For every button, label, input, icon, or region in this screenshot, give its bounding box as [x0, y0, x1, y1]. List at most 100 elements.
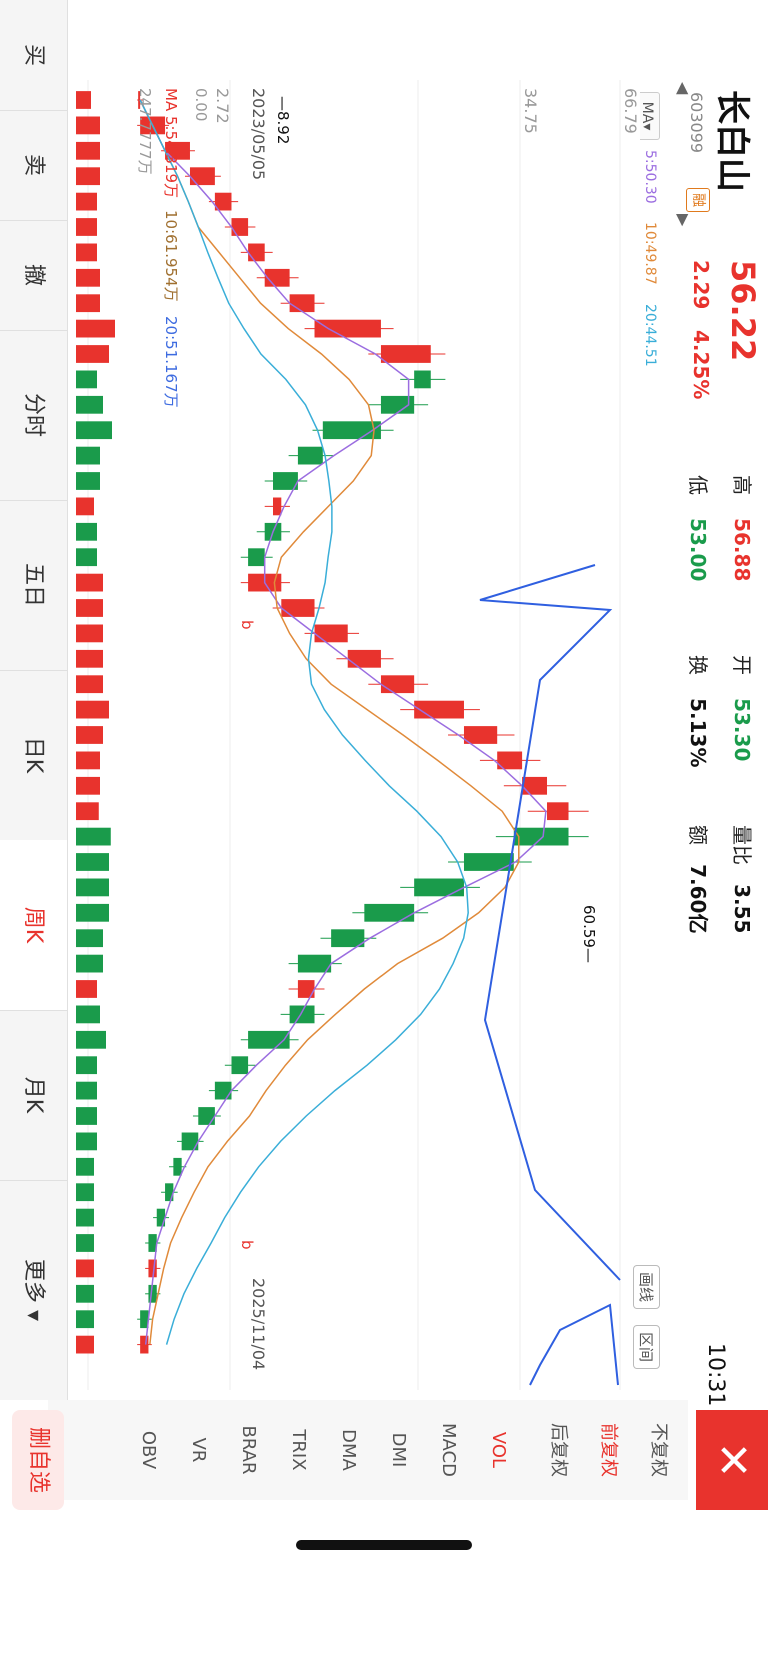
volume-bar	[76, 751, 100, 770]
volume-bar	[76, 980, 97, 998]
last-price: 56.22	[724, 260, 762, 362]
option-obv[interactable]: OBV	[138, 1430, 159, 1470]
tab-intraday[interactable]: 分时	[0, 330, 67, 501]
candle-body	[214, 1081, 232, 1100]
ma20-value: 20:44.51	[642, 304, 658, 367]
volume-bar	[76, 446, 100, 465]
volume-ma20: 20:51.167万	[162, 316, 180, 408]
draw-line-button[interactable]: 画线	[633, 1265, 660, 1310]
volume-bar	[76, 700, 109, 719]
option-dmi[interactable]: DMI	[388, 1432, 409, 1468]
candle-body	[189, 167, 215, 186]
candle-body	[181, 1132, 199, 1151]
volume-bar	[76, 91, 91, 109]
volume-bar	[76, 1335, 94, 1354]
volume-chart[interactable]	[76, 80, 138, 1390]
candle-body	[281, 599, 315, 617]
indicator-panel: 不复权 前复权 后复权 VOL MACD DMI DMA TRIX BRAR V…	[48, 1400, 688, 1500]
next-stock-icon[interactable]: ▶	[674, 214, 693, 227]
tab-monthly-k[interactable]: 月K	[0, 1010, 67, 1181]
volume-bottom: 247.7777万	[136, 88, 154, 175]
more-button[interactable]: 更多 ▾	[21, 1258, 46, 1322]
candle-body	[463, 853, 514, 871]
volume-bar	[76, 954, 103, 973]
candle-body	[414, 370, 431, 389]
volume-bar	[76, 268, 100, 287]
option-macd[interactable]: MACD	[438, 1423, 459, 1477]
option-vol[interactable]: VOL	[488, 1431, 509, 1469]
volume-ma5: MA 5:54.319万	[162, 88, 180, 199]
candle-body	[214, 192, 232, 211]
candle-body	[173, 1157, 182, 1176]
candle-body	[463, 726, 498, 744]
ma20-line	[139, 99, 469, 1345]
home-indicator	[296, 1540, 472, 1550]
quote-header: ◀ 长白山 603099 融 ▶ 56.22 2.29 4.25% 高 56.8…	[668, 0, 768, 1406]
price-change-pct: 4.25%	[689, 330, 713, 400]
high-marker: 60.59—	[580, 905, 598, 963]
margin-badge: 融	[686, 188, 710, 212]
candle-body	[497, 751, 523, 770]
stock-name: 长白山	[712, 90, 752, 192]
interval-button[interactable]: 区间	[633, 1325, 660, 1370]
option-trix[interactable]: TRIX	[288, 1429, 309, 1471]
buy-button[interactable]: 买	[0, 0, 67, 111]
ma5-line	[139, 99, 547, 1345]
option-brar[interactable]: BRAR	[238, 1425, 259, 1475]
close-icon[interactable]: ✕	[696, 1410, 768, 1510]
option-no-adjust[interactable]: 不复权	[648, 1423, 669, 1477]
candle-body	[297, 446, 323, 465]
cancel-order-button[interactable]: 撤	[0, 220, 67, 331]
stat-open: 开 53.30	[730, 655, 754, 762]
y-axis-mid: 34.75	[521, 88, 540, 134]
candle-body	[331, 929, 365, 948]
stat-high: 高 56.88	[730, 475, 754, 582]
sell-button[interactable]: 卖	[0, 110, 67, 221]
candle-body	[148, 1234, 157, 1252]
clock-time: 10:31	[703, 1343, 728, 1407]
candle-body	[297, 980, 315, 998]
bottom-nav: 买 卖 撤 分时 五日 日K 周K 月K 更多 ▾	[0, 0, 68, 1400]
option-dma[interactable]: DMA	[338, 1429, 359, 1471]
candle-body	[314, 624, 348, 643]
option-forward-adjust[interactable]: 前复权	[598, 1423, 619, 1477]
candle-body	[380, 395, 415, 414]
volume-bar	[76, 1310, 94, 1329]
volume-bar	[76, 192, 97, 211]
ma10-value: 10:49.87	[642, 222, 658, 285]
y-axis-bottom: 2.72	[213, 88, 232, 124]
candle-body	[273, 497, 282, 516]
volume-bar	[76, 345, 109, 363]
date-start: 2023/05/05	[249, 88, 268, 181]
volume-top: 0.00	[192, 88, 210, 122]
volume-bar	[76, 599, 103, 617]
tab-five-day[interactable]: 五日	[0, 500, 67, 671]
volume-bar	[76, 218, 97, 236]
volume-bar	[76, 929, 103, 948]
volume-bar	[76, 497, 94, 516]
tab-weekly-k[interactable]: 周K	[0, 840, 67, 1011]
volume-bar	[76, 548, 97, 567]
option-vr[interactable]: VR	[188, 1437, 209, 1463]
volume-bar	[76, 1183, 94, 1202]
volume-bar	[76, 1107, 97, 1125]
volume-bar	[76, 827, 111, 846]
volume-bar	[76, 116, 100, 135]
volume-bar	[76, 573, 103, 592]
candle-body	[231, 218, 249, 236]
remove-watchlist-button[interactable]: 删自选	[12, 1410, 64, 1510]
candle-body	[248, 243, 265, 262]
option-backward-adjust[interactable]: 后复权	[548, 1423, 569, 1477]
kline-chart[interactable]	[80, 80, 640, 1390]
price-change: 2.29	[689, 260, 713, 310]
tab-daily-k[interactable]: 日K	[0, 670, 67, 841]
volume-bar	[76, 903, 109, 922]
volume-bar	[76, 1056, 97, 1075]
volume-bar	[76, 649, 103, 668]
candle-body	[289, 1005, 315, 1024]
volume-bar	[76, 878, 109, 897]
candle-body	[522, 776, 548, 795]
volume-bar	[76, 1234, 94, 1252]
candle-body	[140, 1335, 149, 1354]
